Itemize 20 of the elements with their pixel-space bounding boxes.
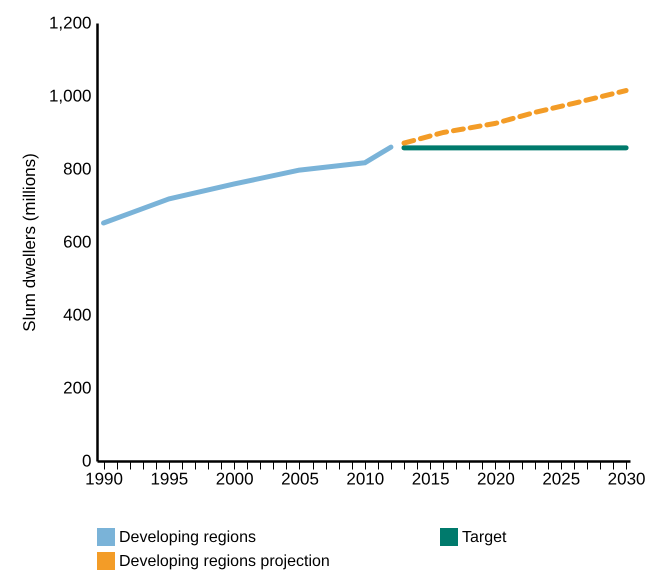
y-tick-label: 600 [63,232,92,252]
x-tick-label: 2025 [542,470,580,488]
y-tick-label: 200 [63,378,92,398]
y-axis-title: Slum dwellers (millions) [20,153,39,332]
legend-label: Target [462,529,508,546]
legend-label: Developing regions [119,529,256,546]
y-tick-label: 1,200 [48,14,92,32]
x-tick-label: 2005 [281,470,319,488]
x-tick-label: 2015 [412,470,450,488]
x-tick-label: 2030 [608,470,646,488]
y-tick-label: 800 [63,160,92,178]
x-tick-label: 1990 [85,470,123,488]
legend-label: Developing regions projection [119,553,330,570]
x-tick-label: 2000 [216,470,254,488]
x-tick-label: 2020 [477,470,515,488]
x-tick-label: 2010 [346,470,384,488]
y-tick-label: 0 [82,452,92,470]
x-tick-label: 1995 [150,470,188,488]
y-tick-label: 1,000 [48,86,92,106]
y-tick-label: 400 [63,306,92,324]
